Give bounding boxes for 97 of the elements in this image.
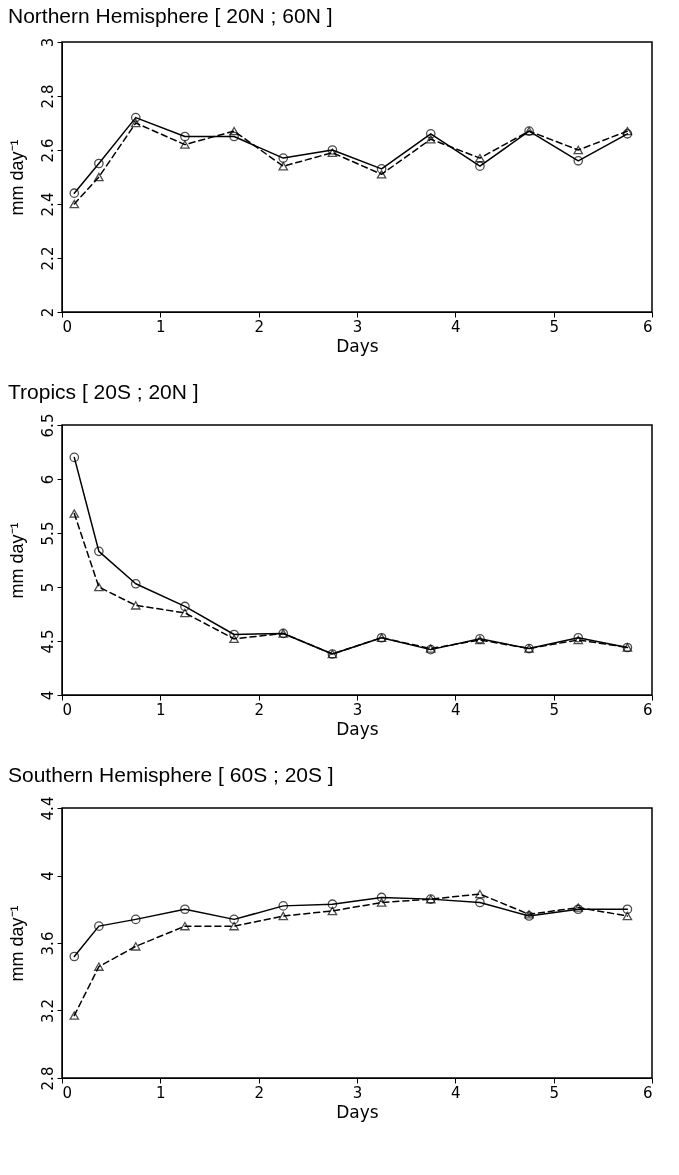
chart-title: Southern Hemisphere [ 60S ; 20S ] <box>8 763 334 787</box>
point <box>475 153 485 163</box>
y-tick-label: 6 <box>38 474 57 485</box>
point <box>376 164 387 174</box>
x-tick-label: 3 <box>352 317 363 336</box>
x-tick-label: 6 <box>642 1083 653 1102</box>
y-tick-label: 3.2 <box>38 999 57 1023</box>
point <box>94 921 104 931</box>
point <box>229 921 239 931</box>
y-tick-label: 6.5 <box>38 413 57 438</box>
y-tick-label: 2.8 <box>38 84 57 109</box>
x-tick-label: 1 <box>156 1083 166 1102</box>
y-axis-title: mm day⁻¹ <box>6 522 27 599</box>
x-tick-label: 0 <box>62 1083 73 1102</box>
x-tick-label: 6 <box>642 317 653 336</box>
y-tick-label: 5 <box>38 582 57 593</box>
point <box>475 161 485 172</box>
point <box>94 172 104 182</box>
x-tick-label: 5 <box>549 700 559 719</box>
point <box>475 889 485 899</box>
point <box>229 131 239 142</box>
y-tick-label: 4 <box>38 871 57 881</box>
point <box>94 546 104 557</box>
y-tick-label: 3 <box>38 37 57 48</box>
point <box>229 629 239 640</box>
point <box>278 901 289 911</box>
y-tick-label: 2.4 <box>38 192 57 217</box>
point <box>327 899 338 910</box>
x-tick-label: 3 <box>352 1083 363 1102</box>
x-tick-label: 3 <box>352 700 363 719</box>
chart-title: Northern Hemisphere [ 20N ; 60N ] <box>8 4 333 28</box>
point <box>622 911 633 921</box>
point <box>130 118 141 128</box>
y-tick-label: 3.6 <box>38 931 57 956</box>
x-tick-label: 4 <box>451 317 461 336</box>
point <box>130 942 141 951</box>
x-tick-label: 2 <box>254 317 264 336</box>
x-tick-label: 0 <box>62 317 73 336</box>
point <box>278 153 289 163</box>
y-tick-label: 2 <box>38 307 57 318</box>
point <box>94 962 104 971</box>
point <box>229 914 239 925</box>
point <box>94 158 104 169</box>
x-tick-label: 0 <box>62 700 73 719</box>
point <box>425 134 436 144</box>
y-tick-label: 4 <box>38 690 57 701</box>
x-tick-label: 4 <box>451 700 461 719</box>
point <box>327 906 338 916</box>
point <box>180 601 190 612</box>
point <box>69 199 80 209</box>
point <box>69 452 80 463</box>
point <box>573 145 584 155</box>
point <box>229 126 239 136</box>
x-tick-label: 5 <box>549 1083 559 1102</box>
point <box>573 155 584 166</box>
point <box>425 128 436 139</box>
point <box>130 578 141 589</box>
point <box>130 112 141 123</box>
point <box>180 140 190 149</box>
point <box>94 582 104 592</box>
point <box>130 914 141 925</box>
point <box>180 921 190 931</box>
point <box>278 911 289 921</box>
point <box>180 608 190 618</box>
x-tick-label: 2 <box>254 700 264 719</box>
point <box>69 509 80 518</box>
y-tick-label: 4.5 <box>38 629 57 654</box>
point <box>69 1011 80 1020</box>
point <box>376 898 387 907</box>
y-tick-label: 2.2 <box>38 246 57 271</box>
x-tick-label: 1 <box>156 317 166 336</box>
point <box>622 904 633 915</box>
x-tick-label: 6 <box>642 700 653 719</box>
point <box>475 897 485 908</box>
point <box>278 161 289 171</box>
point <box>180 904 190 915</box>
point <box>130 601 141 610</box>
point <box>229 634 239 644</box>
y-tick-label: 4.4 <box>38 796 57 821</box>
x-axis-title: Days <box>336 1101 379 1122</box>
y-axis-title: mm day⁻¹ <box>6 905 27 982</box>
x-tick-label: 4 <box>451 1083 461 1102</box>
y-axis-title: mm day⁻¹ <box>6 139 27 216</box>
chart-title: Tropics [ 20S ; 20N ] <box>8 380 199 404</box>
x-tick-label: 2 <box>254 1083 264 1102</box>
y-tick-label: 2.8 <box>38 1066 57 1091</box>
point <box>376 892 387 903</box>
point <box>376 170 387 179</box>
x-tick-label: 1 <box>156 700 166 719</box>
y-tick-label: 5.5 <box>38 521 57 546</box>
point <box>69 951 80 962</box>
point <box>180 131 190 142</box>
point <box>69 188 80 199</box>
x-axis-title: Days <box>336 718 379 739</box>
x-tick-label: 5 <box>549 317 559 336</box>
y-tick-label: 2.6 <box>38 138 57 163</box>
x-axis-title: Days <box>336 335 379 356</box>
